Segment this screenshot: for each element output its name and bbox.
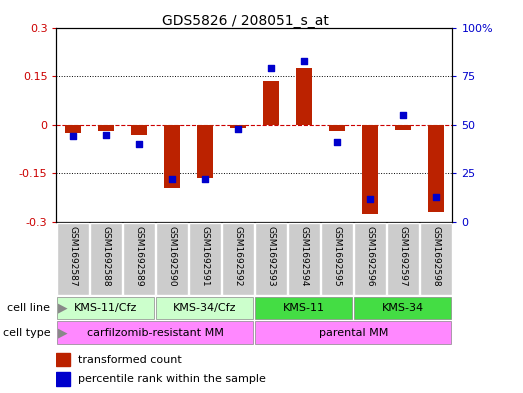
Text: ▶: ▶ bbox=[58, 326, 67, 339]
FancyBboxPatch shape bbox=[222, 223, 254, 295]
Text: GSM1692587: GSM1692587 bbox=[69, 226, 77, 286]
Bar bbox=[295, 68, 312, 125]
FancyBboxPatch shape bbox=[354, 223, 386, 295]
Text: percentile rank within the sample: percentile rank within the sample bbox=[78, 374, 266, 384]
FancyBboxPatch shape bbox=[189, 223, 221, 295]
Bar bbox=[197, 125, 213, 178]
Text: GSM1692597: GSM1692597 bbox=[399, 226, 407, 286]
FancyBboxPatch shape bbox=[321, 223, 353, 295]
Text: GSM1692589: GSM1692589 bbox=[134, 226, 143, 286]
Bar bbox=[131, 125, 147, 134]
Text: GSM1692593: GSM1692593 bbox=[266, 226, 276, 286]
Text: KMS-34: KMS-34 bbox=[382, 303, 424, 313]
FancyBboxPatch shape bbox=[255, 297, 353, 319]
Text: KMS-11/Cfz: KMS-11/Cfz bbox=[74, 303, 138, 313]
Point bbox=[267, 65, 275, 72]
FancyBboxPatch shape bbox=[58, 321, 254, 344]
FancyBboxPatch shape bbox=[255, 223, 287, 295]
Bar bbox=[56, 353, 70, 366]
Point bbox=[168, 176, 176, 182]
FancyBboxPatch shape bbox=[123, 223, 155, 295]
Text: GDS5826 / 208051_s_at: GDS5826 / 208051_s_at bbox=[162, 14, 329, 28]
Bar bbox=[263, 81, 279, 125]
Bar bbox=[230, 125, 246, 128]
Text: GSM1692588: GSM1692588 bbox=[101, 226, 110, 286]
FancyBboxPatch shape bbox=[156, 297, 254, 319]
Bar bbox=[56, 372, 70, 386]
FancyBboxPatch shape bbox=[386, 223, 419, 295]
Point bbox=[366, 196, 374, 202]
Point bbox=[300, 57, 308, 64]
Text: parental MM: parental MM bbox=[319, 328, 388, 338]
Text: GSM1692591: GSM1692591 bbox=[200, 226, 209, 286]
Bar bbox=[362, 125, 378, 214]
Text: transformed count: transformed count bbox=[78, 354, 182, 365]
Bar bbox=[65, 125, 81, 133]
Text: GSM1692596: GSM1692596 bbox=[366, 226, 374, 286]
FancyBboxPatch shape bbox=[90, 223, 122, 295]
Bar bbox=[395, 125, 411, 130]
FancyBboxPatch shape bbox=[255, 321, 451, 344]
Point bbox=[431, 194, 440, 200]
Bar bbox=[328, 125, 345, 131]
FancyBboxPatch shape bbox=[288, 223, 320, 295]
Point bbox=[399, 112, 407, 118]
Text: cell type: cell type bbox=[3, 328, 54, 338]
Point bbox=[102, 131, 110, 138]
Text: GSM1692598: GSM1692598 bbox=[431, 226, 440, 286]
Point bbox=[69, 133, 77, 140]
Text: GSM1692590: GSM1692590 bbox=[167, 226, 176, 286]
Text: GSM1692592: GSM1692592 bbox=[233, 226, 243, 286]
Point bbox=[135, 141, 143, 147]
Point bbox=[201, 176, 209, 182]
Bar bbox=[164, 125, 180, 188]
FancyBboxPatch shape bbox=[156, 223, 188, 295]
Text: carfilzomib-resistant MM: carfilzomib-resistant MM bbox=[87, 328, 224, 338]
Point bbox=[333, 139, 341, 145]
FancyBboxPatch shape bbox=[420, 223, 452, 295]
FancyBboxPatch shape bbox=[57, 223, 89, 295]
Text: cell line: cell line bbox=[7, 303, 54, 313]
Text: KMS-34/Cfz: KMS-34/Cfz bbox=[173, 303, 237, 313]
Text: ▶: ▶ bbox=[58, 301, 67, 314]
Bar bbox=[98, 125, 114, 131]
Bar bbox=[428, 125, 444, 212]
Text: GSM1692595: GSM1692595 bbox=[333, 226, 342, 286]
Point bbox=[234, 125, 242, 132]
Text: KMS-11: KMS-11 bbox=[283, 303, 325, 313]
FancyBboxPatch shape bbox=[58, 297, 154, 319]
Text: GSM1692594: GSM1692594 bbox=[300, 226, 309, 286]
FancyBboxPatch shape bbox=[355, 297, 451, 319]
